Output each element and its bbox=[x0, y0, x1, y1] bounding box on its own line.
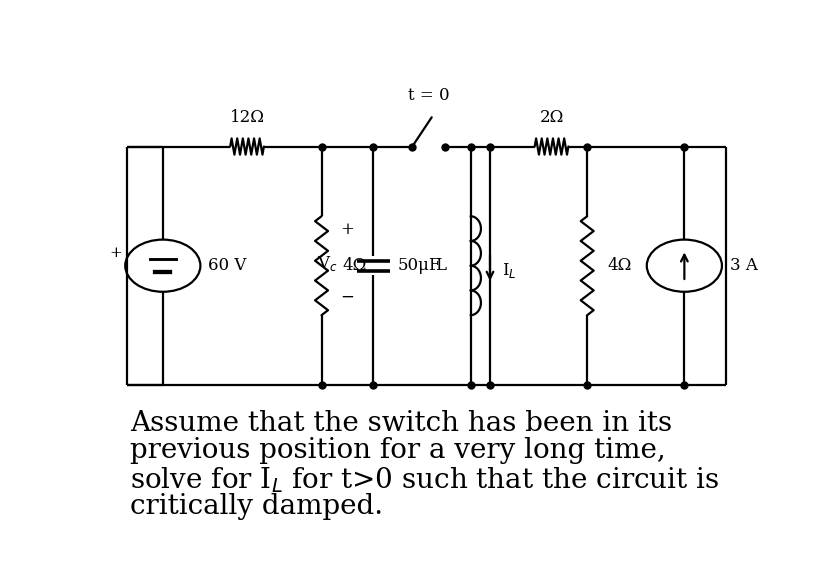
Text: 12Ω: 12Ω bbox=[230, 109, 264, 126]
Text: critically damped.: critically damped. bbox=[130, 493, 384, 520]
Text: +: + bbox=[110, 246, 122, 260]
Text: 2Ω: 2Ω bbox=[539, 109, 563, 126]
Text: solve for I$_L$ for t>0 such that the circuit is: solve for I$_L$ for t>0 such that the ci… bbox=[130, 465, 720, 495]
Text: Assume that the switch has been in its: Assume that the switch has been in its bbox=[130, 409, 672, 437]
Text: 4Ω: 4Ω bbox=[608, 257, 632, 274]
Text: 4Ω: 4Ω bbox=[342, 257, 367, 274]
Text: I$_L$: I$_L$ bbox=[502, 260, 516, 280]
Text: previous position for a very long time,: previous position for a very long time, bbox=[130, 437, 666, 464]
Text: V$_c$: V$_c$ bbox=[317, 254, 338, 273]
Text: L: L bbox=[435, 257, 446, 274]
Text: −: − bbox=[340, 288, 354, 305]
Text: 50μF: 50μF bbox=[397, 257, 441, 274]
Text: 3 A: 3 A bbox=[730, 257, 757, 274]
Text: 60 V: 60 V bbox=[208, 257, 247, 274]
Text: +: + bbox=[340, 221, 354, 238]
Text: t = 0: t = 0 bbox=[408, 87, 449, 104]
